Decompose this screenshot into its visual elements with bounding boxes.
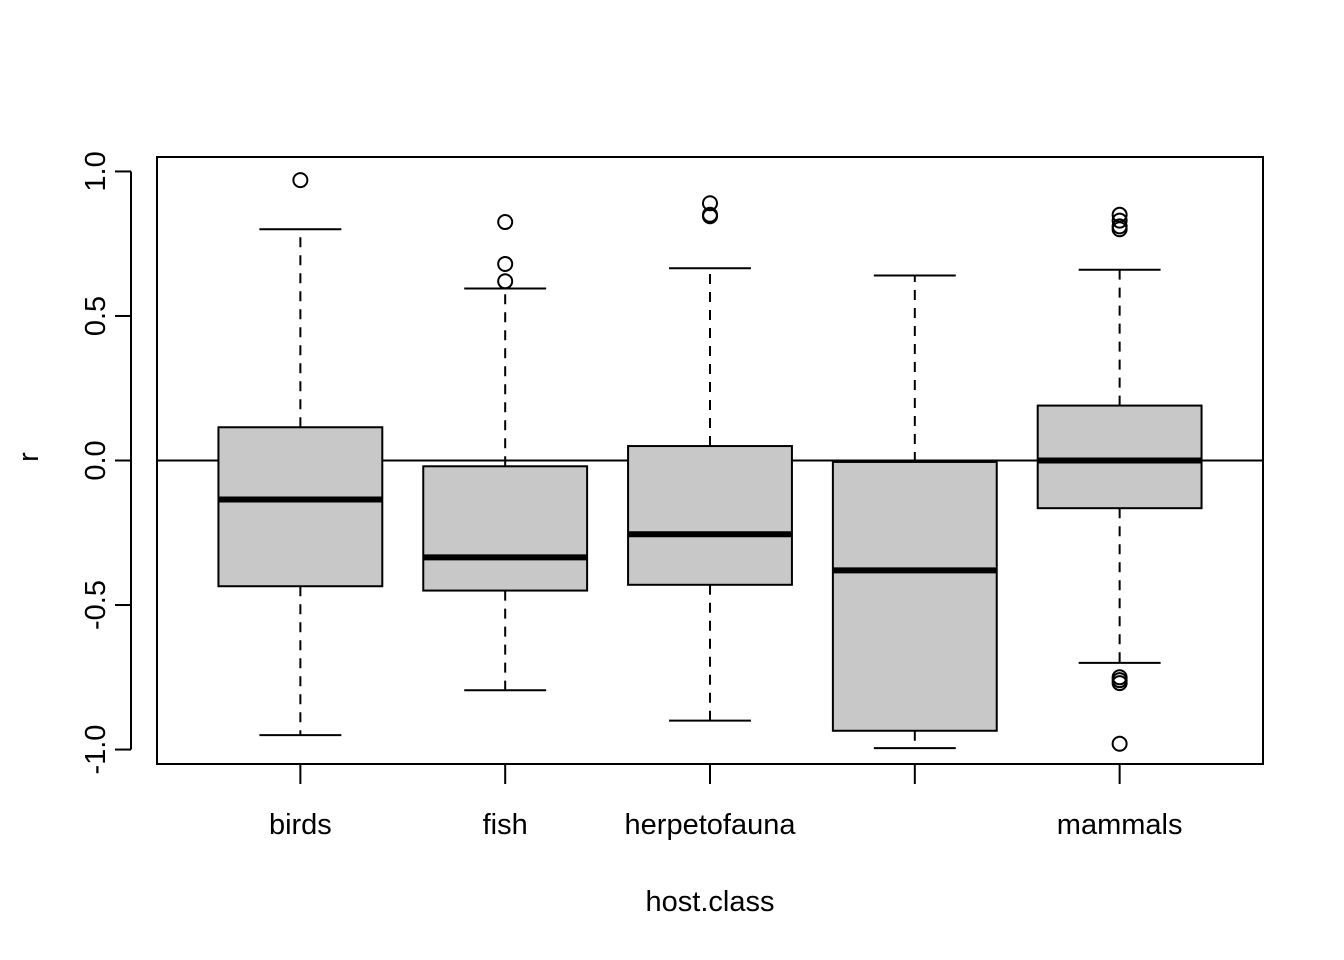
y-tick-label: 0.5 xyxy=(80,296,112,336)
box-group xyxy=(1036,206,1203,752)
y-tick-label: -0.5 xyxy=(80,580,112,630)
outlier-point xyxy=(702,206,718,223)
outlier-point xyxy=(497,273,514,290)
x-tick-label: mammals xyxy=(1057,809,1183,841)
outlier-point xyxy=(497,214,514,231)
box-group xyxy=(217,172,384,737)
iqr-box xyxy=(627,445,793,586)
iqr-box xyxy=(422,465,589,592)
y-tick-label: 0.0 xyxy=(80,440,112,480)
box-group xyxy=(627,195,793,722)
outlier-point xyxy=(292,172,309,189)
outlier-point xyxy=(1111,735,1128,752)
y-axis-title: r xyxy=(13,452,45,462)
x-tick-label: fish xyxy=(483,809,528,841)
x-axis-title: host.class xyxy=(646,886,775,918)
box-group xyxy=(422,214,589,692)
plot-area xyxy=(157,172,1263,752)
box-group xyxy=(831,274,998,750)
y-tick-label: 1.0 xyxy=(80,151,112,191)
outlier-point xyxy=(1111,212,1128,229)
outlier-point xyxy=(702,195,718,212)
y-tick-label: -1.0 xyxy=(80,725,112,775)
outlier-point xyxy=(1111,206,1128,223)
iqr-box xyxy=(217,426,384,588)
iqr-box xyxy=(1036,404,1203,510)
x-tick-label: herpetofauna xyxy=(625,809,797,841)
x-tick-label: birds xyxy=(269,809,332,841)
iqr-box xyxy=(831,460,998,732)
outlier-point xyxy=(1111,218,1128,235)
outlier-point xyxy=(497,255,514,272)
outlier-point xyxy=(1111,675,1128,692)
